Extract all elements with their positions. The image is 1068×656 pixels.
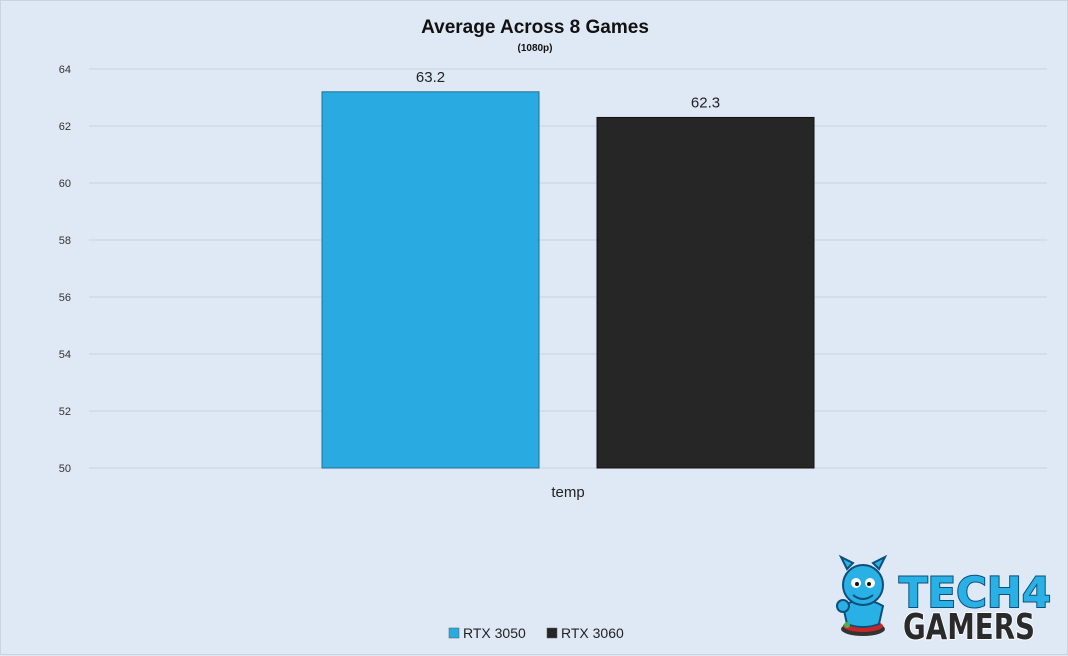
- legend-label: RTX 3050: [463, 625, 526, 641]
- category-label: temp: [551, 484, 584, 501]
- bar: [321, 91, 540, 469]
- logo-line1: TECH4: [899, 568, 1051, 617]
- bars: [321, 91, 815, 469]
- legend-swatch: [546, 627, 558, 639]
- x-axis-categories: temp: [551, 484, 584, 501]
- data-labels: 63.2 62.3: [416, 69, 720, 112]
- y-tick-label: 52: [59, 406, 71, 418]
- data-label: 62.3: [691, 94, 720, 111]
- y-tick-label: 58: [59, 235, 71, 247]
- legend: RTX 3050 RTX 3060: [448, 625, 624, 641]
- bar: [596, 116, 815, 469]
- chart-title: Average Across 8 Games: [421, 17, 649, 38]
- y-tick-label: 64: [59, 64, 71, 76]
- data-label: 63.2: [416, 69, 445, 86]
- logo-line2: GAMERS: [903, 607, 1035, 648]
- chart-subtitle: (1080p): [517, 43, 552, 54]
- tech4gamers-logo: TECH4 GAMERS: [836, 554, 1052, 649]
- legend-swatch: [448, 627, 460, 639]
- y-tick-label: 60: [59, 178, 71, 190]
- y-axis-ticks: 50 52 54 56 58 60 62 64: [59, 64, 71, 475]
- y-tick-label: 54: [59, 349, 71, 361]
- y-tick-label: 62: [59, 121, 71, 133]
- gridlines: [89, 68, 1047, 469]
- y-tick-label: 50: [59, 463, 71, 475]
- y-tick-label: 56: [59, 292, 71, 304]
- legend-label: RTX 3060: [561, 625, 624, 641]
- devil-mascot-icon: [836, 554, 888, 636]
